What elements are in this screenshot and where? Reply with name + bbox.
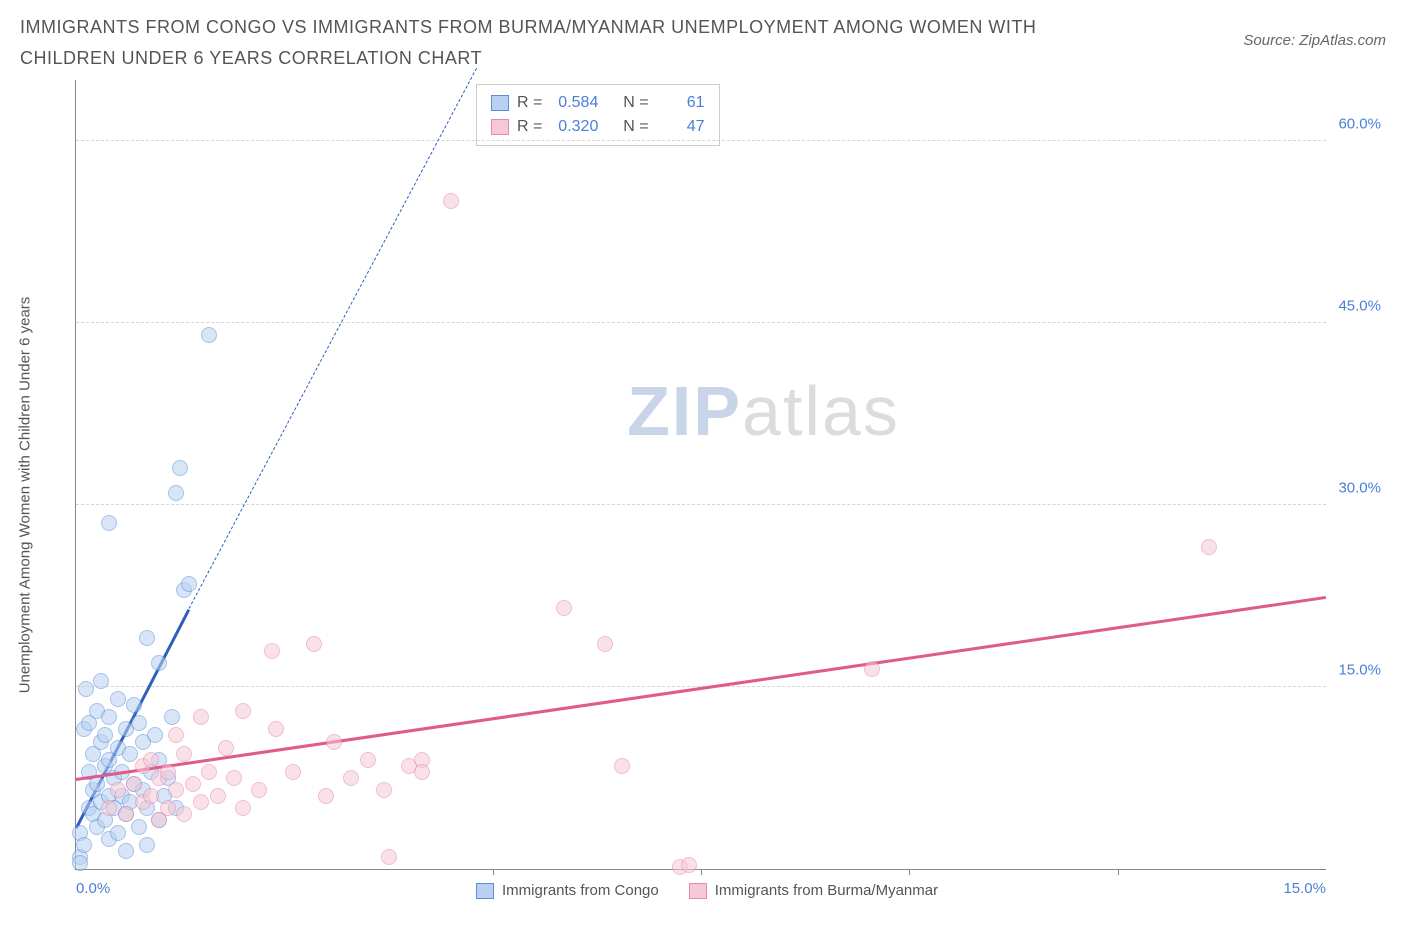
- data-point: [201, 764, 217, 780]
- data-point: [131, 715, 147, 731]
- data-point: [181, 576, 197, 592]
- data-point: [78, 681, 94, 697]
- series-name: Immigrants from Burma/Myanmar: [715, 882, 938, 899]
- series-name: Immigrants from Congo: [502, 882, 659, 899]
- data-point: [343, 770, 359, 786]
- data-point: [681, 857, 697, 873]
- legend-swatch: [491, 119, 509, 135]
- source-attribution: Source: ZipAtlas.com: [1243, 32, 1386, 49]
- legend-swatch: [476, 883, 494, 899]
- data-point: [122, 746, 138, 762]
- data-point: [326, 734, 342, 750]
- data-point: [110, 782, 126, 798]
- correlation-chart: Unemployment Among Women with Children U…: [35, 80, 1386, 910]
- y-tick-label: 30.0%: [1338, 479, 1381, 496]
- data-point: [168, 727, 184, 743]
- data-point: [176, 806, 192, 822]
- legend-swatch: [689, 883, 707, 899]
- series-legend-item: Immigrants from Burma/Myanmar: [689, 882, 938, 899]
- data-point: [160, 764, 176, 780]
- data-point: [193, 709, 209, 725]
- data-point: [126, 776, 142, 792]
- data-point: [226, 770, 242, 786]
- data-point: [143, 788, 159, 804]
- data-point: [306, 636, 322, 652]
- legend-swatch: [491, 95, 509, 111]
- data-point: [218, 740, 234, 756]
- data-point: [151, 655, 167, 671]
- data-point: [143, 752, 159, 768]
- y-axis-label: Unemployment Among Women with Children U…: [17, 297, 34, 694]
- data-point: [101, 800, 117, 816]
- data-point: [381, 849, 397, 865]
- data-point: [1201, 539, 1217, 555]
- data-point: [118, 843, 134, 859]
- series-legend-item: Immigrants from Congo: [476, 882, 659, 899]
- data-point: [139, 630, 155, 646]
- stats-legend-row: R =0.584 N =61: [491, 91, 705, 115]
- data-point: [97, 727, 113, 743]
- data-point: [210, 788, 226, 804]
- x-tick-label: 0.0%: [76, 880, 110, 897]
- x-tick-label: 15.0%: [1283, 880, 1326, 897]
- data-point: [268, 721, 284, 737]
- trend-line: [76, 596, 1326, 781]
- data-point: [172, 460, 188, 476]
- data-point: [126, 697, 142, 713]
- trend-line-extension: [188, 68, 476, 609]
- data-point: [318, 788, 334, 804]
- data-point: [110, 691, 126, 707]
- data-point: [597, 636, 613, 652]
- data-point: [864, 661, 880, 677]
- data-point: [168, 485, 184, 501]
- stats-legend: R =0.584 N =61R =0.320 N =47: [476, 84, 720, 146]
- data-point: [164, 709, 180, 725]
- data-point: [614, 758, 630, 774]
- data-point: [147, 727, 163, 743]
- stats-legend-row: R =0.320 N =47: [491, 115, 705, 139]
- gridline: [76, 322, 1326, 323]
- data-point: [101, 515, 117, 531]
- data-point: [89, 776, 105, 792]
- y-tick-label: 60.0%: [1338, 115, 1381, 132]
- x-tick: [701, 869, 702, 875]
- x-tick: [1118, 869, 1119, 875]
- data-point: [176, 746, 192, 762]
- data-point: [131, 819, 147, 835]
- data-point: [185, 776, 201, 792]
- data-point: [360, 752, 376, 768]
- chart-title: IMMIGRANTS FROM CONGO VS IMMIGRANTS FROM…: [20, 12, 1120, 73]
- data-point: [235, 703, 251, 719]
- data-point: [251, 782, 267, 798]
- plot-area: ZIPatlas R =0.584 N =61R =0.320 N =47 Im…: [75, 80, 1326, 870]
- y-tick-label: 15.0%: [1338, 661, 1381, 678]
- x-tick: [909, 869, 910, 875]
- data-point: [110, 825, 126, 841]
- data-point: [201, 327, 217, 343]
- data-point: [93, 673, 109, 689]
- data-point: [160, 800, 176, 816]
- data-point: [76, 837, 92, 853]
- data-point: [443, 193, 459, 209]
- data-point: [414, 764, 430, 780]
- gridline: [76, 504, 1326, 505]
- data-point: [72, 855, 88, 871]
- gridline: [76, 140, 1326, 141]
- data-point: [118, 806, 134, 822]
- y-tick-label: 45.0%: [1338, 297, 1381, 314]
- data-point: [235, 800, 251, 816]
- data-point: [193, 794, 209, 810]
- series-legend: Immigrants from Congo Immigrants from Bur…: [476, 882, 938, 899]
- data-point: [376, 782, 392, 798]
- data-point: [101, 709, 117, 725]
- data-point: [285, 764, 301, 780]
- data-point: [168, 782, 184, 798]
- data-point: [264, 643, 280, 659]
- watermark: ZIPatlas: [627, 371, 900, 451]
- data-point: [556, 600, 572, 616]
- data-point: [139, 837, 155, 853]
- x-tick: [493, 869, 494, 875]
